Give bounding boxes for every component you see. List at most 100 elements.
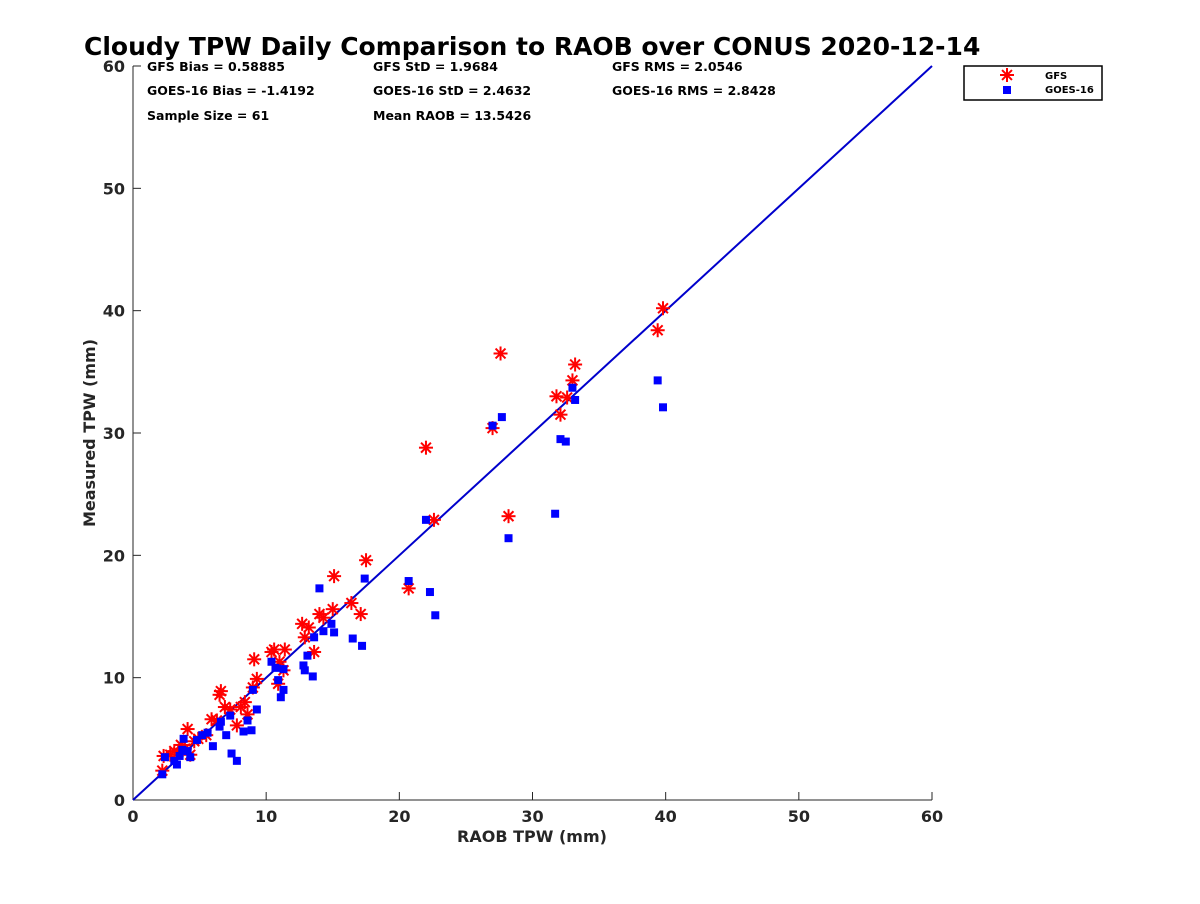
stat-goes-std: GOES-16 StD = 2.4632 [373,83,531,98]
gfs-point [247,652,262,667]
goes-16-point [431,611,440,620]
gfs-point [568,357,583,372]
y-tick-label: 60 [103,57,125,76]
gfs-point [249,671,264,686]
goes-16-point [274,676,283,685]
y-tick-label: 10 [103,669,125,688]
goes-16-point [239,727,248,736]
goes-16-point [653,376,662,385]
goes-16-point [247,726,256,735]
gfs-point [327,569,342,584]
goes-16-point [300,666,309,675]
gfs-point [277,642,292,657]
goes-16-point [178,745,187,754]
gfs-point [325,602,340,617]
goes-16-point [279,665,288,674]
gfs-point [344,596,359,611]
y-tick-label: 40 [103,302,125,321]
legend: GFS GOES-16 [963,65,1103,101]
goes-16-point [551,509,560,518]
gfs-point [560,390,575,405]
gfs-point [553,407,568,422]
x-tick-label: 50 [788,807,810,826]
points-layer [155,301,671,779]
goes-16-point [179,734,188,743]
goes-16-point [216,717,225,726]
goes-16-point [310,633,319,642]
goes-16-point [198,731,207,740]
goes-16-point [279,685,288,694]
y-tick-label: 30 [103,424,125,443]
legend-goes-marker [1003,86,1011,94]
stat-goes-bias: GOES-16 Bias = -1.4192 [147,83,315,98]
stat-gfs-std: GFS StD = 1.9684 [373,59,498,74]
goes-16-point [299,661,308,670]
goes-16-point [158,770,167,779]
goes-16-point [425,588,434,597]
goes-16-point [172,760,181,769]
stat-gfs-bias: GFS Bias = 0.58885 [147,59,285,74]
goes-16-point [267,657,276,666]
legend-goes-symbol [1003,86,1011,94]
stat-sample-size: Sample Size = 61 [147,108,269,123]
stat-mean-raob: Mean RAOB = 13.5426 [373,108,531,123]
goes-16-point [303,651,312,660]
gfs-point [301,620,316,635]
ticks-layer: 0 10 20 30 40 50 60 0 10 20 30 40 50 60 [103,57,943,826]
goes-16-point [160,753,169,762]
goes-16-point [319,627,328,636]
gfs-point [549,389,564,404]
goes-16-point [556,435,565,444]
goes-16-point [243,716,252,725]
goes-16-point [175,751,184,760]
goes-16-point [497,413,506,422]
goes-16-point [360,574,369,583]
goes-16-point [248,685,257,694]
goes-16-point [208,742,217,751]
goes-16-point [327,619,336,628]
one-to-one-line [132,65,933,801]
gfs-point [656,301,671,316]
goes-16-point [330,628,339,637]
legend-goes-label: GOES-16 [1045,85,1094,96]
chart-title: Cloudy TPW Daily Comparison to RAOB over… [84,32,980,61]
goes-16-point [659,403,668,412]
goes-16-point [226,711,235,720]
goes-16-point [222,731,231,740]
y-tick-label: 20 [103,546,125,565]
gfs-point [650,323,665,338]
gfs-point [353,607,368,622]
stat-goes-rms: GOES-16 RMS = 2.8428 [612,83,776,98]
goes-16-point [421,515,430,524]
goes-16-point [203,728,212,737]
goes-16-point [404,577,413,586]
goes-16-point [308,672,317,681]
goes-16-point [227,749,236,758]
x-tick-label: 40 [655,807,677,826]
legend-box [963,65,1103,101]
gfs-point [501,509,516,524]
gfs-point [426,512,441,527]
goes-16-point [215,722,224,731]
goes-16-point [571,395,580,404]
y-tick-label: 0 [114,791,125,810]
goes-16-point [192,736,201,745]
y-axis-label: Measured TPW (mm) [80,339,99,527]
y-tick-label: 50 [103,179,125,198]
goes-16-point [488,421,497,430]
gfs-point [180,722,195,737]
gfs-point [316,610,331,625]
gfs-point [493,346,508,361]
stat-gfs-rms: GFS RMS = 2.0546 [612,59,743,74]
goes-16-point [348,634,357,643]
x-tick-label: 30 [521,807,543,826]
x-tick-label: 20 [388,807,410,826]
goes-16-point [358,641,367,650]
goes-16-point [276,693,285,702]
legend-gfs-marker [1000,68,1014,82]
goes-16-point [183,747,192,756]
goes-16-point [315,584,324,593]
legend-gfs-label: GFS [1045,71,1067,82]
reference-line-layer [132,65,933,801]
